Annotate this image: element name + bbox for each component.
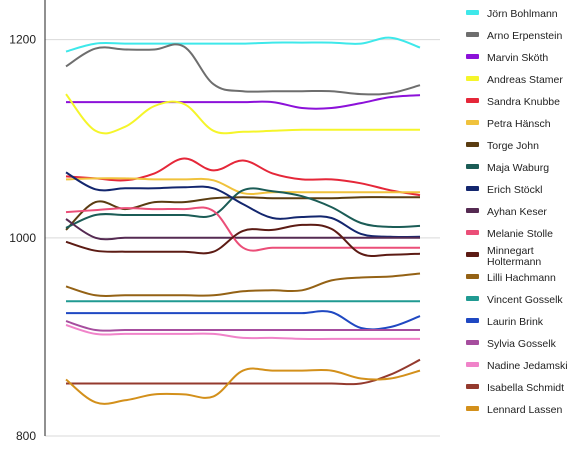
legend-label: Maja Waburg xyxy=(487,162,549,174)
legend-item-torge-john[interactable]: Torge John xyxy=(466,140,539,152)
series-line-lilli-hachmann xyxy=(65,272,421,298)
legend-swatch xyxy=(466,230,479,235)
legend-swatch xyxy=(466,164,479,169)
legend: Jörn Bohlmann Arno Erpenstein Marvin Sköth… xyxy=(466,8,568,416)
legend-label: Andreas Stamer xyxy=(487,74,563,86)
legend-swatch xyxy=(466,54,479,59)
legend-label: Vincent Gosselk xyxy=(487,294,563,306)
legend-item-maja-waburg[interactable]: Maja Waburg xyxy=(466,162,549,174)
legend-swatch xyxy=(466,274,479,279)
legend-label: Marvin Sköth xyxy=(487,52,548,64)
series-line-ayhan-keser xyxy=(65,218,420,241)
y-tick-label-800: 800 xyxy=(16,429,36,443)
legend-swatch xyxy=(466,142,479,147)
series-line-sylvia-gosselk xyxy=(65,320,420,332)
legend-swatch xyxy=(466,406,479,411)
legend-item-melanie-stolle[interactable]: Melanie Stolle xyxy=(466,228,553,240)
legend-swatch xyxy=(466,98,479,103)
legend-swatch xyxy=(466,296,479,301)
legend-label: Sandra Knubbe xyxy=(487,96,560,108)
y-tick-label-1200: 1200 xyxy=(9,33,36,47)
series-line-lennard-lassen xyxy=(65,367,421,405)
series-line-melanie-stolle xyxy=(65,206,420,252)
legend-item-sandra-knubbe[interactable]: Sandra Knubbe xyxy=(466,96,560,108)
series-line-isabella-schmidt xyxy=(65,358,421,386)
legend-label: Ayhan Keser xyxy=(487,206,547,218)
series-line-jorn-bohlmann xyxy=(65,36,421,53)
series-line-sandra-knubbe xyxy=(65,157,421,197)
legend-label: Lennard Lassen xyxy=(487,404,562,416)
legend-item-nadine-jedamski[interactable]: Nadine Jedamski xyxy=(466,360,568,372)
legend-label: Nadine Jedamski xyxy=(487,360,568,372)
series-lines xyxy=(65,36,421,405)
legend-swatch xyxy=(466,32,479,37)
legend-swatch xyxy=(466,76,479,81)
legend-swatch xyxy=(466,186,479,191)
legend-item-erich-stockl[interactable]: Erich Stöckl xyxy=(466,184,542,196)
legend-label: Minnegart Holtermann xyxy=(487,245,541,268)
legend-label: Lilli Hachmann xyxy=(487,272,556,284)
series-line-maja-waburg xyxy=(65,187,421,229)
y-axis-tick-labels: 800 1000 1200 xyxy=(9,33,36,443)
legend-item-marvin-skoth[interactable]: Marvin Sköth xyxy=(466,52,548,64)
legend-label: Isabella Schmidt xyxy=(487,382,564,394)
series-line-andreas-stamer xyxy=(65,93,420,135)
legend-label: Jörn Bohlmann xyxy=(487,8,558,20)
legend-swatch xyxy=(466,384,479,389)
legend-item-lilli-hachmann[interactable]: Lilli Hachmann xyxy=(466,272,556,284)
legend-item-minnegart-holtermann[interactable]: Minnegart Holtermann xyxy=(466,245,541,268)
series-line-erich-stockl xyxy=(65,171,421,239)
legend-item-petra-hansch[interactable]: Petra Hänsch xyxy=(466,118,551,130)
legend-item-arno-erpenstein[interactable]: Arno Erpenstein xyxy=(466,30,562,42)
legend-item-andreas-stamer[interactable]: Andreas Stamer xyxy=(466,74,563,86)
legend-item-laurin-brink[interactable]: Laurin Brink xyxy=(466,316,544,328)
series-line-marvin-skoth xyxy=(66,94,421,110)
legend-label: Petra Hänsch xyxy=(487,118,551,130)
series-line-nadine-jedamski xyxy=(65,324,420,340)
legend-swatch xyxy=(466,208,479,213)
legend-label: Arno Erpenstein xyxy=(487,30,562,42)
series-line-petra-hansch xyxy=(65,177,420,195)
series-line-arno-erpenstein xyxy=(65,43,421,96)
legend-item-vincent-gosselk[interactable]: Vincent Gosselk xyxy=(466,294,563,306)
legend-label: Sylvia Gosselk xyxy=(487,338,557,350)
legend-label: Erich Stöckl xyxy=(487,184,542,196)
legend-item-ayhan-keser[interactable]: Ayhan Keser xyxy=(466,206,547,218)
legend-label: Torge John xyxy=(487,140,539,152)
legend-item-isabella-schmidt[interactable]: Isabella Schmidt xyxy=(466,382,564,394)
legend-item-jorn-bohlmann[interactable]: Jörn Bohlmann xyxy=(466,8,558,20)
legend-swatch xyxy=(466,362,479,367)
y-tick-label-1000: 1000 xyxy=(9,231,36,245)
series-line-minnegart-holtermann xyxy=(65,223,421,258)
legend-swatch xyxy=(466,340,479,345)
legend-swatch xyxy=(466,318,479,323)
legend-label: Laurin Brink xyxy=(487,316,544,328)
legend-item-lennard-lassen[interactable]: Lennard Lassen xyxy=(466,404,562,416)
legend-swatch xyxy=(466,120,479,125)
legend-swatch xyxy=(466,10,479,15)
legend-swatch xyxy=(466,252,479,257)
series-line-laurin-brink xyxy=(65,310,421,331)
legend-label: Melanie Stolle xyxy=(487,228,553,240)
legend-item-sylvia-gosselk[interactable]: Sylvia Gosselk xyxy=(466,338,557,350)
